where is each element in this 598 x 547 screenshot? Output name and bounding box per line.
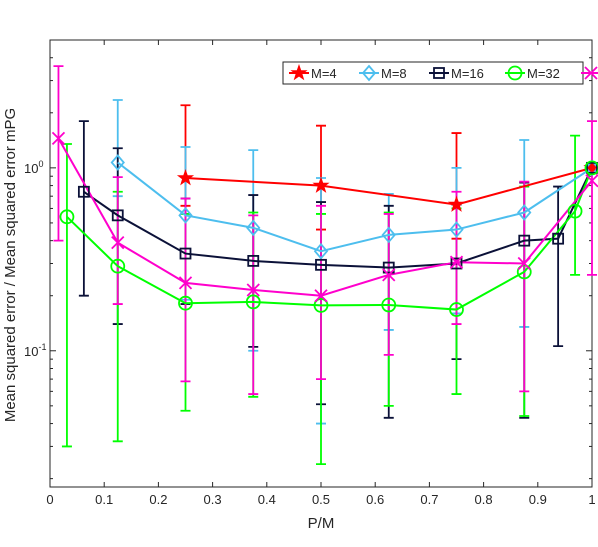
series-line-m8 <box>117 161 593 253</box>
series-line-m32 <box>66 167 593 311</box>
x-tick-label: 1 <box>588 492 595 507</box>
error-bar-m16 <box>78 120 89 297</box>
x-tick-label: 0.9 <box>529 492 547 507</box>
error-bar-m64 <box>587 120 597 276</box>
data-point-m16 <box>586 161 598 174</box>
data-point-m64 <box>111 236 125 250</box>
data-point-m32 <box>59 209 75 225</box>
error-bar-m64 <box>248 214 259 395</box>
data-point-m8 <box>517 204 532 221</box>
series-line-m64 <box>57 137 593 297</box>
data-point-m32 <box>313 298 329 313</box>
data-point-m4 <box>447 195 466 212</box>
x-tick-label: 0.6 <box>366 492 384 507</box>
data-point-m32 <box>516 264 532 280</box>
legend: M=4M=8M=16M=32M=64 <box>282 61 598 85</box>
y-axis-label: Mean squared error / Mean squared error … <box>2 108 19 422</box>
x-tick-label: 0.4 <box>258 492 276 507</box>
data-point-m32 <box>245 294 261 310</box>
y-tick-label: 100 <box>24 159 43 176</box>
data-point-m64 <box>314 289 328 303</box>
legend-label-m16: M=16 <box>451 66 484 81</box>
error-bar-m64 <box>519 180 530 393</box>
data-point-m32 <box>110 258 126 274</box>
legend-marker-m64 <box>584 66 598 80</box>
data-point-m64 <box>51 131 66 145</box>
error-bar-m64 <box>316 204 326 381</box>
data-point-m32 <box>381 297 397 313</box>
data-point-m64 <box>449 255 464 269</box>
data-point-m16 <box>450 257 463 270</box>
data-point-m32 <box>567 203 583 219</box>
legend-marker-m32 <box>507 65 523 81</box>
legend-label-m4: M=4 <box>311 66 337 81</box>
data-point-m8 <box>178 206 193 224</box>
data-point-m16 <box>111 209 124 222</box>
data-point-m8 <box>313 242 329 260</box>
y-tick-label: 10-1 <box>24 342 46 359</box>
data-point-m64 <box>382 268 396 282</box>
error-bar-m64 <box>383 213 394 356</box>
data-point-m32 <box>178 295 193 311</box>
x-tick-label: 0.7 <box>420 492 438 507</box>
data-point-m8 <box>449 221 464 238</box>
legend-marker-m8 <box>361 64 377 82</box>
data-point-m16 <box>382 261 395 274</box>
data-point-m16 <box>247 254 260 267</box>
x-tick-label: 0 <box>46 492 53 507</box>
data-point-m16 <box>179 247 192 260</box>
x-tick-label: 0.5 <box>312 492 330 507</box>
data-point-m16 <box>315 258 327 271</box>
x-tick-label: 0.1 <box>95 492 113 507</box>
data-point-m64 <box>246 283 260 297</box>
data-point-m16 <box>77 185 90 198</box>
data-point-m32 <box>584 160 598 176</box>
legend-label-m8: M=8 <box>381 66 407 81</box>
error-bar-m64 <box>112 176 123 305</box>
data-point-m32 <box>449 302 464 317</box>
x-tick-label: 0.2 <box>149 492 167 507</box>
data-point-m16 <box>552 232 565 245</box>
series-markers <box>51 131 598 317</box>
x-tick-label: 0.3 <box>204 492 222 507</box>
x-axis-label: P/M <box>308 515 335 532</box>
data-point-m64 <box>517 256 531 271</box>
data-point-m4 <box>312 176 330 193</box>
data-point-m4 <box>176 168 195 186</box>
data-point-m64 <box>585 174 598 188</box>
legend-label-m32: M=32 <box>527 66 560 81</box>
legend-marker-m16 <box>433 67 445 79</box>
legend-marker-m4 <box>290 63 308 81</box>
data-point-m64 <box>178 276 193 290</box>
x-tick-label: 0.8 <box>475 492 493 507</box>
series-line-m16 <box>83 167 593 269</box>
tick-labels: 0 0.1 0.2 0.3 0.4 0.5 0.6 0.7 0.8 0.9 1 100 10-1 <box>24 159 596 507</box>
data-point-m8 <box>110 154 125 171</box>
error-bar-m64 <box>53 65 64 242</box>
series-lines <box>57 137 593 311</box>
data-point-m16 <box>518 234 531 247</box>
error-bar-m16 <box>553 185 564 348</box>
error-bar-m64 <box>180 197 191 383</box>
data-point-m8 <box>246 219 261 237</box>
series-line-m4 <box>185 166 593 206</box>
data-point-m8 <box>381 226 396 244</box>
error-bar-m32 <box>61 143 72 448</box>
